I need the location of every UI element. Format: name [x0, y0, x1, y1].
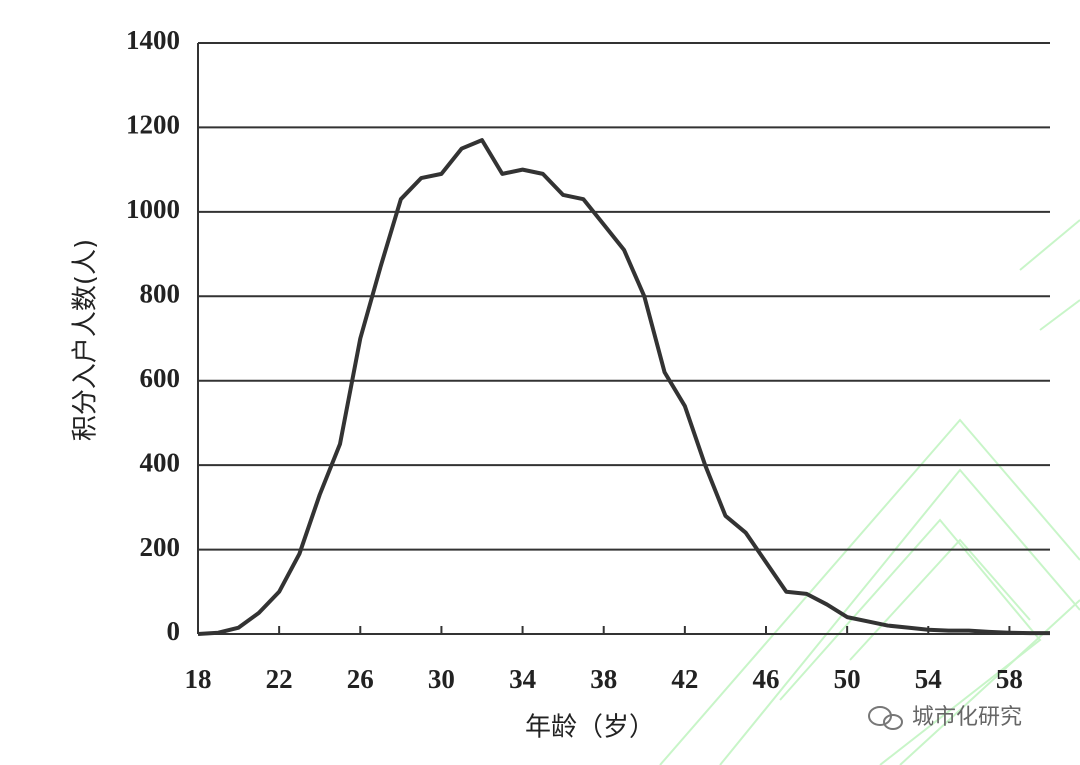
y-tick-label: 400: [140, 447, 181, 477]
y-axis-label: 积分入户人数(人): [71, 239, 101, 441]
x-axis-label: 年龄（岁）: [525, 713, 655, 743]
data-line: [197, 138, 1050, 636]
x-tick-label: 38: [590, 664, 617, 694]
x-tick-label: 30: [428, 664, 455, 694]
y-tick-label: 600: [140, 363, 181, 393]
y-tick-label: 800: [140, 278, 181, 308]
y-tick-label: 1200: [126, 110, 180, 140]
x-tick-label: 58: [996, 664, 1023, 694]
wechat-icon: [868, 706, 903, 730]
x-tick-label: 22: [266, 664, 293, 694]
y-tick-label: 0: [167, 616, 181, 646]
y-tick-label: 1400: [126, 25, 180, 55]
x-tick-label: 54: [915, 664, 942, 694]
x-tick-label: 26: [347, 664, 374, 694]
x-tick-label: 46: [753, 664, 780, 694]
x-tick-label: 50: [834, 664, 861, 694]
background-pattern: [659, 219, 1080, 765]
y-tick-label: 200: [140, 532, 181, 562]
x-tick-label: 18: [185, 664, 212, 694]
y-tick-label: 1000: [126, 194, 180, 224]
x-tick-label: 34: [509, 664, 536, 694]
x-tick-label: 42: [671, 664, 698, 694]
watermark: 城市化研究: [912, 705, 1022, 730]
